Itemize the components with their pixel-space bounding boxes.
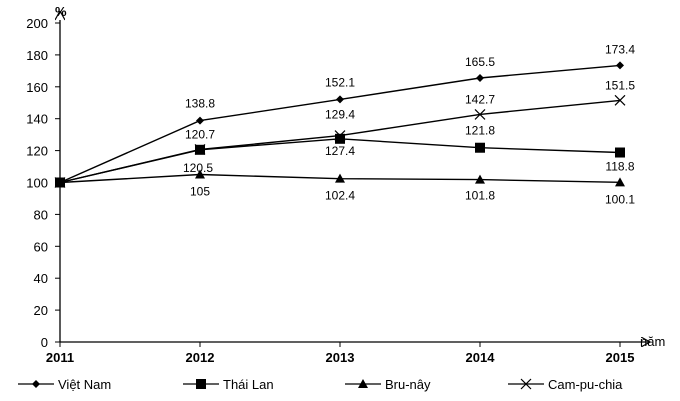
y-tick-label: 180 (26, 48, 48, 63)
data-point (475, 142, 485, 153)
legend-marker (358, 379, 368, 388)
data-label: 100.1 (605, 192, 635, 206)
series-layer: 138.8 152.1 165.5 173.4 120.5 127.4 121.8 118.8… (54, 42, 635, 206)
y-unit-label: % (55, 4, 67, 19)
legend-marker (32, 380, 40, 388)
data-label: 152.1 (325, 75, 355, 89)
data-point (616, 61, 624, 70)
series-triangle: 105 102.4 101.8 100.1 (55, 169, 635, 206)
y-tick-label: 120 (26, 144, 48, 159)
data-label: 120.7 (185, 127, 215, 141)
data-point (475, 174, 485, 184)
y-tick-label: 200 (26, 16, 48, 31)
y-tick-label: 160 (26, 80, 48, 95)
data-point (335, 173, 345, 183)
data-label: 151.5 (605, 78, 635, 92)
data-point (334, 130, 346, 142)
data-label: 142.7 (465, 92, 495, 106)
legend-marker (520, 378, 532, 390)
y-tick-label: 80 (34, 207, 48, 222)
data-label: 173.4 (605, 42, 635, 56)
legend-marker (196, 379, 206, 389)
data-point (194, 144, 206, 155)
data-point (196, 116, 204, 125)
data-label: 102.4 (325, 189, 355, 203)
data-label: 138.8 (185, 97, 215, 111)
data-point (336, 95, 344, 104)
x-ticks: 2011 2012 2013 2014 2015 (46, 342, 635, 365)
legend-item: Bru-nây (345, 377, 431, 392)
legend-item: Việt Nam (18, 377, 111, 392)
data-point (54, 177, 66, 188)
x-tick-label: 2015 (606, 350, 635, 365)
y-tick-label: 60 (34, 239, 48, 254)
x-unit-label: năm (640, 334, 665, 349)
data-point (476, 74, 484, 83)
y-tick-label: 100 (26, 176, 48, 191)
data-label: 118.8 (605, 160, 634, 174)
data-point (195, 169, 205, 179)
data-label: 165.5 (465, 55, 495, 69)
data-label: 101.8 (465, 189, 495, 203)
data-label: 121.8 (465, 124, 495, 138)
legend-item: Thái Lan (183, 377, 274, 392)
data-label: 127.4 (325, 144, 355, 158)
data-point (335, 133, 345, 144)
series-cross: 120.7 129.4 142.7 151.5 (54, 78, 635, 188)
data-label: 105 (190, 185, 210, 199)
x-tick-label: 2013 (326, 350, 355, 365)
data-label: 120.5 (183, 161, 213, 175)
data-point (474, 108, 486, 120)
data-label: 129.4 (325, 108, 355, 122)
legend-item: Cam-pu-chia (508, 377, 623, 392)
data-point (614, 94, 626, 106)
series-diamond: 138.8 152.1 165.5 173.4 (56, 42, 635, 187)
legend-label: Việt Nam (58, 377, 111, 392)
legend-label: Cam-pu-chia (548, 377, 623, 392)
x-tick-label: 2011 (46, 350, 74, 365)
data-point (615, 177, 625, 187)
y-tick-label: 20 (34, 303, 48, 318)
data-point (615, 147, 625, 158)
y-ticks: 0 20 40 60 80 100 120 140 160 180 200 (26, 16, 60, 350)
x-tick-label: 2014 (466, 350, 496, 365)
x-tick-label: 2012 (186, 350, 215, 365)
y-tick-label: 40 (34, 271, 48, 286)
legend: Việt Nam Thái Lan Bru-nây Cam-pu-chia (18, 377, 623, 392)
legend-label: Bru-nây (385, 377, 431, 392)
legend-label: Thái Lan (223, 377, 274, 392)
y-tick-label: 0 (41, 335, 48, 350)
y-tick-label: 140 (26, 112, 48, 127)
